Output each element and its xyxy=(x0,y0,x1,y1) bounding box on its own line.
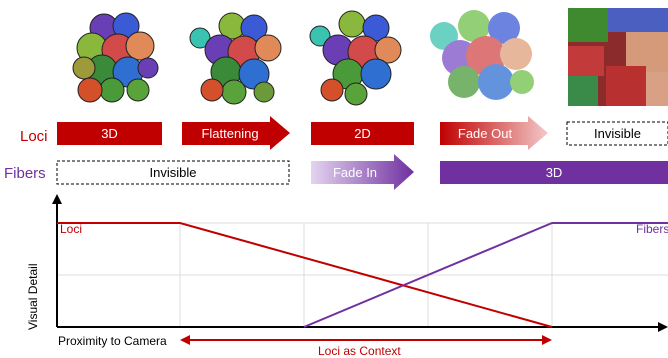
fibers-row-label: Fibers xyxy=(4,165,46,182)
loci-fading-render xyxy=(430,10,534,100)
loci-2d-label: 2D xyxy=(354,126,371,141)
loci-flattening-label: Flattening xyxy=(201,126,259,141)
fibers-curve xyxy=(303,222,668,328)
loci-3d-bar xyxy=(57,122,162,145)
loci-line-label: Loci xyxy=(60,222,83,236)
fibers-line-label: Fibers xyxy=(636,222,668,236)
range-arrowhead-left xyxy=(180,335,190,345)
stage-arrows xyxy=(56,116,668,190)
loci-row-label: Loci xyxy=(20,128,48,145)
x-axis-arrowhead xyxy=(658,322,668,332)
fibers-3d-label: 3D xyxy=(545,165,563,180)
loci-fade-out-label: Fade Out xyxy=(457,126,513,141)
loci-invisible-box xyxy=(566,121,668,146)
loci-fade-out-arrow xyxy=(440,116,548,150)
fibers-fade-in-label: Fade In xyxy=(332,165,378,180)
detail-plot xyxy=(52,194,668,345)
y-axis-arrowhead xyxy=(52,194,62,204)
loci-3d-render xyxy=(72,12,159,103)
fibers-invisible-label: Invisible xyxy=(149,165,197,180)
range-arrowhead-right xyxy=(542,335,552,345)
fibers-invisible-box xyxy=(56,160,290,185)
loci-context-label: Loci as Context xyxy=(318,344,401,358)
loci-2d-bar xyxy=(311,122,414,145)
loci-flattening-arrow xyxy=(182,116,290,150)
y-axis-label: Visual Detail xyxy=(26,263,40,330)
fibers-3d-bar xyxy=(440,161,668,184)
loci-3d-label: 3D xyxy=(101,126,118,141)
loci-invisible-label: Invisible xyxy=(594,126,641,141)
fibers-fade-in-arrow xyxy=(311,154,414,190)
x-axis-label: Proximity to Camera xyxy=(58,334,167,348)
loci-curve xyxy=(57,222,553,328)
fibers-render xyxy=(568,8,668,106)
loci-2d-render xyxy=(309,10,402,106)
loci-flattening-render xyxy=(189,12,282,105)
